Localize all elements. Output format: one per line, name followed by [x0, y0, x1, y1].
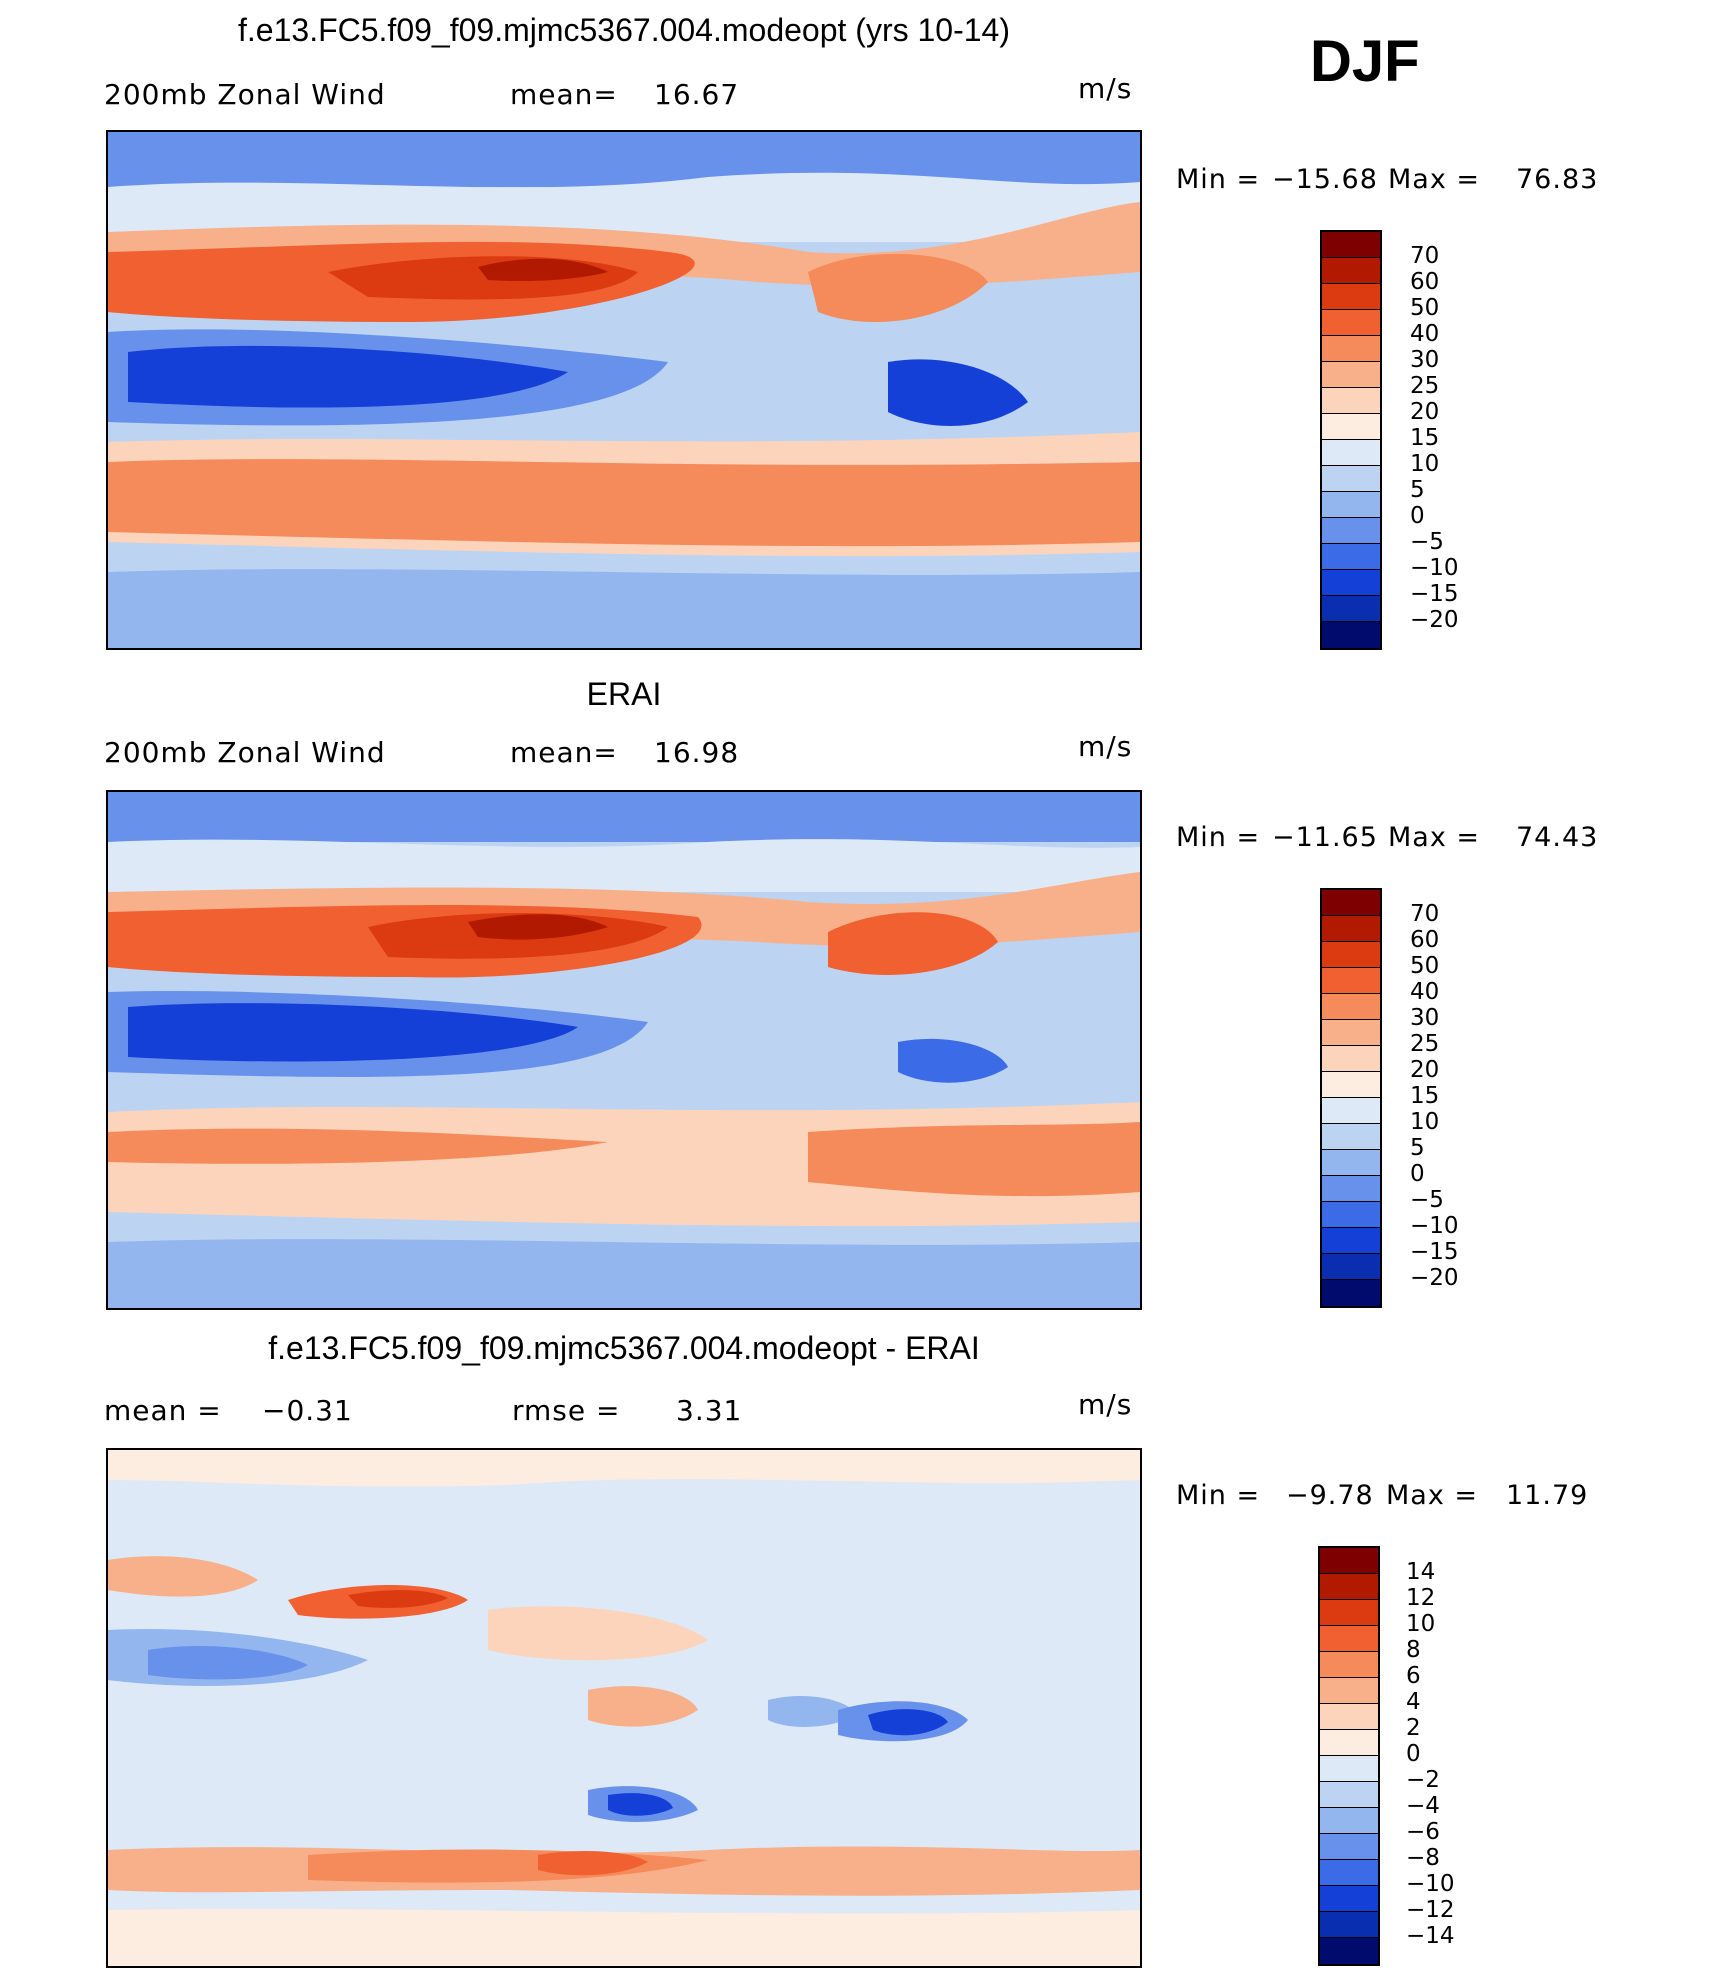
panel-1-contour-field [108, 132, 1140, 648]
panel-1-max-value: 76.83 [1516, 164, 1599, 195]
panel-3-map [106, 1448, 1142, 1968]
colorbar-label: 5 [1410, 477, 1425, 503]
colorbar-label: −14 [1406, 1923, 1455, 1949]
colorbar-label: −10 [1410, 1213, 1459, 1239]
colorbar-label: −15 [1410, 1239, 1459, 1265]
colorbar-label: −15 [1410, 581, 1459, 607]
colorbar-label: −2 [1406, 1767, 1440, 1793]
colorbar-label: 40 [1410, 979, 1440, 1005]
panel-2-map [106, 790, 1142, 1310]
panel-1-mean-value: 16.67 [654, 78, 740, 111]
panel-1-map [106, 130, 1142, 650]
colorbar-label: −4 [1406, 1793, 1440, 1819]
panel-3-mean-value: −0.31 [262, 1394, 353, 1427]
panel-3-colorbar [1318, 1546, 1380, 1966]
colorbar-label: −5 [1410, 1187, 1444, 1213]
colorbar-label: 0 [1410, 1161, 1425, 1187]
colorbar-label: 60 [1410, 269, 1440, 295]
panel-1-colorbar [1320, 230, 1382, 650]
panel-2-max-label: Max = [1388, 822, 1481, 853]
panel-1-units: m/s [1078, 72, 1133, 105]
colorbar-label: 10 [1406, 1611, 1436, 1637]
panel-2-colorbar-labels: 70 60 50 40 30 25 20 15 10 5 0 −5 −10 −1… [1410, 888, 1510, 1298]
panel-3-min-label: Min = [1176, 1480, 1261, 1511]
colorbar-label: 60 [1410, 927, 1440, 953]
panel-2-min-label: Min = [1176, 822, 1261, 853]
panel-3-mean-label: mean = [104, 1394, 222, 1427]
panel-2-units: m/s [1078, 730, 1133, 763]
panel-2-contour-field [108, 792, 1140, 1308]
panel-3-rmse-label: rmse = [512, 1394, 621, 1427]
colorbar-label: 12 [1406, 1585, 1436, 1611]
colorbar-label: 50 [1410, 295, 1440, 321]
colorbar-label: 0 [1410, 503, 1425, 529]
panel-1-colorbar-labels: 70 60 50 40 30 25 20 15 10 5 0 −5 −10 −1… [1410, 230, 1510, 640]
panel-2-max-value: 74.43 [1516, 822, 1599, 853]
colorbar-label: 40 [1410, 321, 1440, 347]
colorbar-label: 10 [1410, 451, 1440, 477]
panel-1-mean-label: mean= [510, 78, 618, 111]
colorbar-label: 70 [1410, 243, 1440, 269]
panel-2-mean-value: 16.98 [654, 736, 740, 769]
panel-1-min-value: −15.68 [1272, 164, 1378, 195]
colorbar-label: 20 [1410, 399, 1440, 425]
colorbar-label: 14 [1406, 1559, 1436, 1585]
colorbar-label: −8 [1406, 1845, 1440, 1871]
colorbar-label: 15 [1410, 425, 1440, 451]
colorbar-label: 25 [1410, 1031, 1440, 1057]
panel-3-max-value: 11.79 [1506, 1480, 1589, 1511]
panel-3-rmse-value: 3.31 [676, 1394, 743, 1427]
colorbar-label: 4 [1406, 1689, 1421, 1715]
colorbar-label: 5 [1410, 1135, 1425, 1161]
colorbar-label: 30 [1410, 347, 1440, 373]
colorbar-label: −20 [1410, 607, 1459, 633]
colorbar-label: 20 [1410, 1057, 1440, 1083]
colorbar-label: 70 [1410, 901, 1440, 927]
colorbar-label: 50 [1410, 953, 1440, 979]
panel-3-contour-field [108, 1450, 1140, 1966]
season-label: DJF [1310, 29, 1420, 94]
panel-1-max-label: Max = [1388, 164, 1481, 195]
colorbar-label: −10 [1410, 555, 1459, 581]
colorbar-label: 2 [1406, 1715, 1421, 1741]
colorbar-label: −6 [1406, 1819, 1440, 1845]
panel-2-title: ERAI [586, 676, 662, 712]
colorbar-label: 25 [1410, 373, 1440, 399]
colorbar-label: 8 [1406, 1637, 1421, 1663]
colorbar-label: 6 [1406, 1663, 1421, 1689]
colorbar-label: −10 [1406, 1871, 1455, 1897]
colorbar-label: −20 [1410, 1265, 1459, 1291]
panel-1-title: f.e13.FC5.f09_f09.mjmc5367.004.modeopt (… [238, 12, 1010, 48]
colorbar-label: 10 [1410, 1109, 1440, 1135]
panel-3-min-value: −9.78 [1286, 1480, 1374, 1511]
panel-1-variable-label: 200mb Zonal Wind [104, 78, 386, 111]
panel-2-mean-label: mean= [510, 736, 618, 769]
panel-2-colorbar [1320, 888, 1382, 1308]
panel-2-min-value: −11.65 [1272, 822, 1378, 853]
panel-2-variable-label: 200mb Zonal Wind [104, 736, 386, 769]
colorbar-label: 30 [1410, 1005, 1440, 1031]
panel-3-colorbar-labels: 14 12 10 8 6 4 2 0 −2 −4 −6 −8 −10 −12 −… [1406, 1546, 1506, 1956]
colorbar-label: 0 [1406, 1741, 1421, 1767]
panel-3-title: f.e13.FC5.f09_f09.mjmc5367.004.modeopt -… [268, 1330, 980, 1366]
panel-3-units: m/s [1078, 1388, 1133, 1421]
colorbar-label: 15 [1410, 1083, 1440, 1109]
colorbar-label: −12 [1406, 1897, 1455, 1923]
panel-3-max-label: Max = [1386, 1480, 1479, 1511]
panel-1-min-label: Min = [1176, 164, 1261, 195]
colorbar-label: −5 [1410, 529, 1444, 555]
